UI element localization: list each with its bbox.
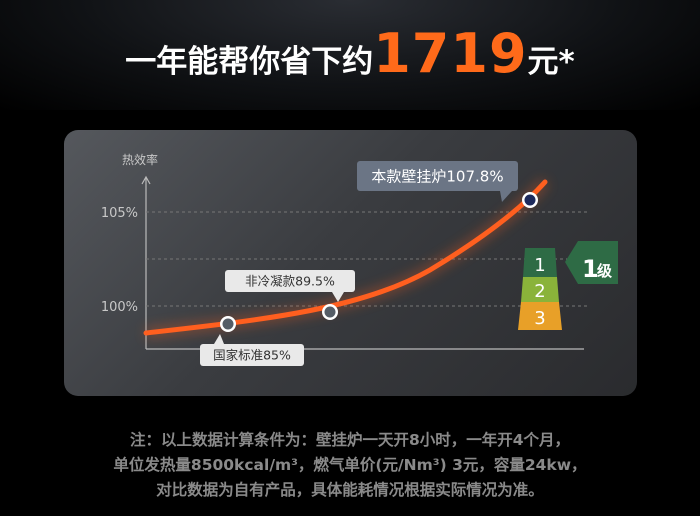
grade-3-label: 3 [534,308,545,329]
grade-badge-suffix: 级 [597,262,613,280]
y-axis-label: 热效率 [122,152,158,167]
callout-tail [214,334,224,344]
grade-3-block [518,302,562,330]
callout-label: 国家标准85% [213,348,291,363]
ytick-100: 100% [101,300,138,315]
callout-label: 非冷凝款89.5% [245,274,335,289]
headline-prefix: 一年能帮你省下约 [125,44,374,80]
grade-badge [565,241,618,284]
grade-badge-number: 1 [582,255,599,283]
footnote: 注：以上数据计算条件为：壁挂炉一天开8小时，一年开4个月， 单位发热量8500k… [0,428,700,503]
curve-glow [145,178,549,338]
callout-label: 本款壁挂炉107.8% [371,167,503,185]
data-point [524,194,536,206]
y-axis-arrow-icon [141,175,151,185]
callout-tail [332,292,344,302]
footnote-line: 注：以上数据计算条件为：壁挂炉一天开8小时，一年开4个月， [129,431,571,449]
callout-tail [500,191,512,202]
grade-2-block [521,277,559,302]
callout-box [357,161,518,191]
grade-1-label: 1 [534,255,545,276]
grade-1-block [523,248,557,277]
footnote-line: 对比数据为自有产品，具体能耗情况根据实际情况为准。 [156,481,544,499]
savings-amount: 1719 [373,22,528,85]
data-point [222,318,234,330]
grade-2-label: 2 [534,281,545,302]
headline: 一年能帮你省下约1719元* [0,22,700,85]
headline-suffix: 元* [527,44,575,80]
efficiency-curve [143,179,548,336]
ytick-105: 105% [101,206,138,221]
callout-box [200,344,304,366]
data-point [324,306,336,318]
footnote-line: 单位发热量8500kcal/m³，燃气单价(元/Nm³) 3元，容量24kw， [113,456,587,474]
background-glow [0,0,700,110]
callout-box [225,270,355,292]
